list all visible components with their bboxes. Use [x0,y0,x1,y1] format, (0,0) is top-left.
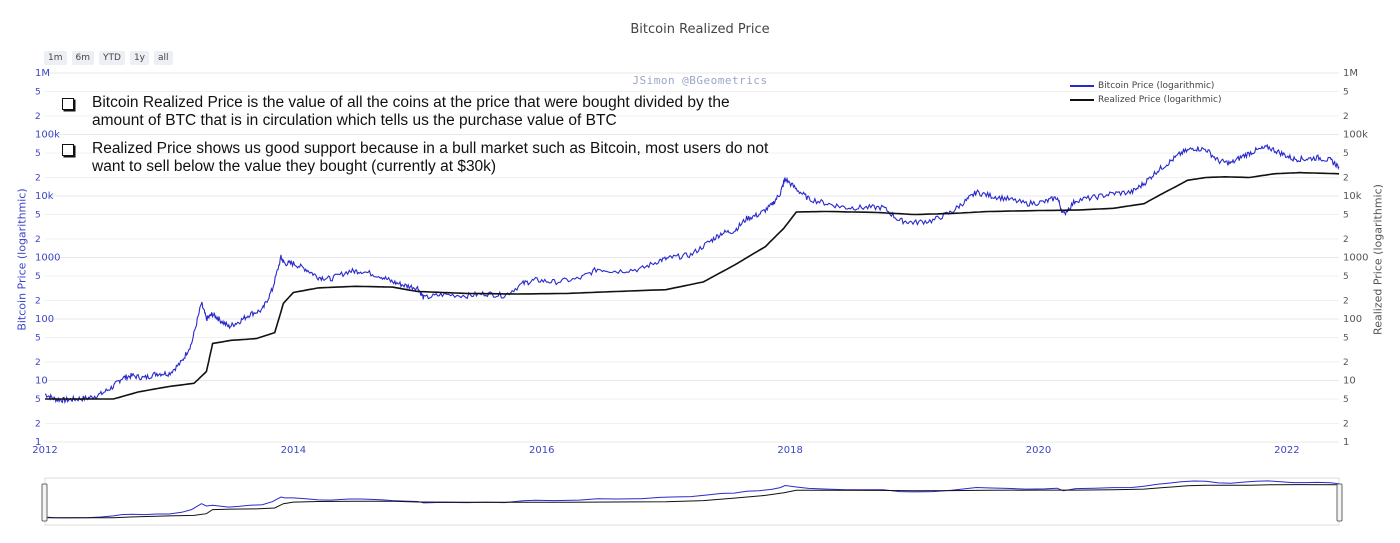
y-tick-label-left: 2 [35,235,41,245]
series-layer [45,143,1340,404]
y-tick-label-right: 100 [1343,314,1362,325]
series-line-realized [45,171,1340,400]
x-tick-label: 2022 [1274,445,1299,456]
y-tick-label-left: 5 [35,272,41,282]
y-tick-label-left: 5 [35,149,41,159]
y-tick-label-left: 2 [35,358,41,368]
note-item: Bitcoin Realized Price is the value of a… [60,94,780,130]
range-button-6m[interactable]: 6m [71,51,94,65]
legend-swatch-price [1070,85,1094,87]
range-slider-realized-line [45,484,1340,519]
chart-title: Bitcoin Realized Price [630,22,770,37]
legend-label-realized: Realized Price (logarithmic) [1098,95,1222,105]
range-slider-handle-left [41,483,48,522]
range-slider-track [44,477,1340,526]
legend-swatch-realized [1070,99,1094,101]
x-tick-label: 2014 [281,445,306,456]
y-tick-label-left: 100k [35,130,60,141]
y-tick-label-left: 5 [35,88,41,98]
x-tick-label: 2012 [32,445,57,456]
y-tick-label-right: 2 [1343,419,1349,429]
annotation-notes: Bitcoin Realized Price is the value of a… [60,94,780,186]
y-tick-label-right: 5 [1343,334,1349,344]
y-tick-label-right: 2 [1343,173,1349,183]
y-tick-label-right: 1M [1343,68,1358,79]
y-tick-label-right: 5 [1343,272,1349,282]
x-tick-label: 2018 [777,445,802,456]
y-tick-label-right: 10 [1343,376,1356,387]
y-tick-label-left: 1M [35,68,50,79]
y-axis-label-right: Realized Price (logarithmic) [1371,184,1385,335]
y-axis-label-left: Bitcoin Price (logarithmic) [15,188,29,331]
note-text: Realized Price shows us good support bec… [92,140,769,175]
tick-layer: 1 1 2 2 5 5 10 10 2 2 5 5 100 100 2 2 5 5 1000 1000 2 2 5 5 10k 1… [32,68,1368,456]
y-tick-label-left: 10 [35,376,48,387]
legend-item-price[interactable]: Bitcoin Price (logarithmic) [1070,79,1221,93]
range-button-1m[interactable]: 1m [44,51,67,65]
y-tick-label-right: 100k [1343,130,1368,141]
note-text: Bitcoin Realized Price is the value of a… [92,94,730,129]
checkbox-bullet-icon [62,98,74,110]
x-tick-label: 2020 [1026,445,1051,456]
range-button-all[interactable]: all [154,51,173,65]
y-tick-label-left: 2 [35,296,41,306]
y-tick-label-left: 100 [35,314,54,325]
y-tick-label-left: 5 [35,334,41,344]
y-tick-label-right: 5 [1343,149,1349,159]
y-tick-label-left: 2 [35,419,41,429]
range-button-1y[interactable]: 1y [129,51,149,65]
y-tick-label-left: 2 [35,112,41,122]
range-button-ytd[interactable]: YTD [99,51,125,65]
y-tick-label-right: 2 [1343,112,1349,122]
y-tick-label-left: 1000 [35,253,60,264]
legend-item-realized[interactable]: Realized Price (logarithmic) [1070,93,1221,107]
y-tick-label-right: 1000 [1343,253,1368,264]
y-tick-label-right: 5 [1343,395,1349,405]
y-tick-label-right: 2 [1343,296,1349,306]
x-tick-label: 2016 [529,445,554,456]
legend-label-price: Bitcoin Price (logarithmic) [1098,81,1215,91]
range-slider-handle-right [1336,483,1343,522]
grid-layer [45,72,1339,443]
y-tick-label-right: 2 [1343,358,1349,368]
y-tick-label-left: 5 [35,211,41,221]
y-tick-label-right: 1 [1343,437,1349,448]
range-slider[interactable] [41,477,1343,526]
y-tick-label-left: 10k [35,191,54,202]
range-selector: 1m 6m YTD 1y all [44,51,173,65]
y-tick-label-right: 5 [1343,88,1349,98]
checkbox-bullet-icon [62,144,74,156]
legend: Bitcoin Price (logarithmic) Realized Pri… [1070,79,1221,107]
watermark: JSimon @BGeometrics [632,74,768,87]
series-line-price [45,143,1340,404]
y-tick-label-right: 2 [1343,235,1349,245]
y-tick-label-left: 1 [35,437,41,448]
range-slider-price-line [44,480,1340,519]
note-item: Realized Price shows us good support bec… [60,140,780,176]
y-tick-label-left: 5 [35,395,41,405]
y-tick-label-right: 10k [1343,191,1362,202]
y-tick-label-right: 5 [1343,211,1349,221]
y-tick-label-left: 2 [35,173,41,183]
